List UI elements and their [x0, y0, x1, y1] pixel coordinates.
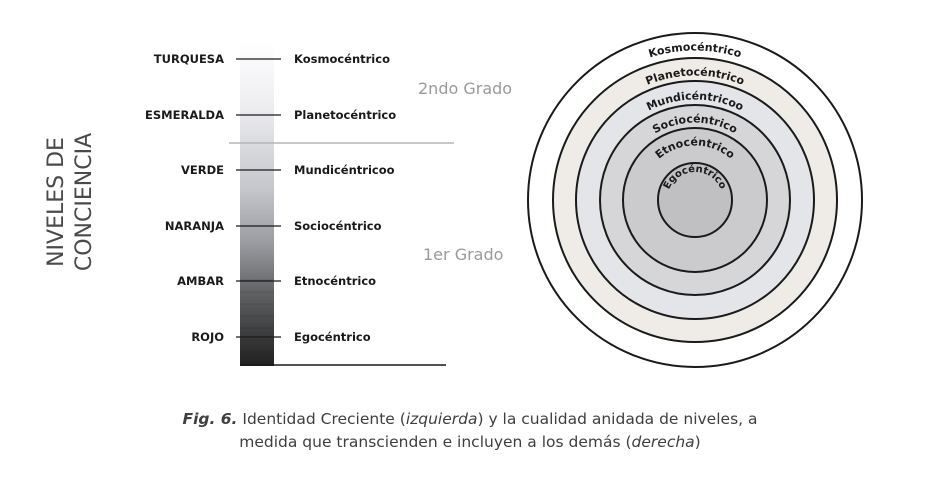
- ring-egocentrico: [657, 162, 733, 238]
- level-row-naranja: NARANJA Sociocéntrico: [165, 219, 382, 233]
- level-stage-label: Egocéntrico: [294, 330, 371, 344]
- caption-fig-label: Fig. 6.: [182, 410, 238, 428]
- gradient-bands: [240, 279, 274, 353]
- level-stage-label: Planetocéntrico: [294, 108, 396, 122]
- caption-italic: derecha: [631, 433, 695, 451]
- level-color-label: TURQUESA: [154, 52, 224, 66]
- level-color-label: VERDE: [181, 163, 224, 177]
- level-color-label: NARANJA: [165, 219, 224, 233]
- level-color-label: ESMERALDA: [145, 108, 224, 122]
- level-row-esmeralda: ESMERALDA Planetocéntrico: [145, 108, 396, 122]
- level-row-rojo: ROJO Egocéntrico: [191, 330, 370, 344]
- caption-text: ): [694, 433, 701, 451]
- level-stage-label: Sociocéntrico: [294, 219, 382, 233]
- caption-text: Identidad Creciente (: [237, 410, 406, 428]
- caption-line-1: Fig. 6. Identidad Creciente (izquierda) …: [130, 408, 810, 431]
- caption-text: medida que transcienden e incluyen a los…: [239, 433, 632, 451]
- nested-circles: [527, 32, 863, 368]
- second-grade-label: 2ndo Grado: [418, 79, 512, 98]
- level-stage-label: Kosmocéntrico: [294, 52, 390, 66]
- vertical-title-line2: CONCIENCIA: [72, 133, 97, 271]
- level-row-turquesa: TURQUESA Kosmocéntrico: [154, 52, 390, 66]
- level-color-label: AMBAR: [177, 274, 224, 288]
- vertical-title-line1: NIVELES DE: [44, 137, 69, 267]
- level-color-label: ROJO: [191, 330, 224, 344]
- level-row-verde: VERDE Mundicéntricoo: [181, 163, 395, 177]
- level-row-ambar: AMBAR Etnocéntrico: [177, 274, 376, 288]
- first-grade-label: 1er Grado: [423, 245, 503, 264]
- consciousness-gradient-bar: [240, 42, 274, 366]
- figure-caption: Fig. 6. Identidad Creciente (izquierda) …: [130, 408, 810, 454]
- diagram: TURQUESA Kosmocéntrico ESMERALDA Planeto…: [145, 32, 863, 368]
- vertical-title: NIVELES DE CONCIENCIA: [44, 133, 97, 271]
- caption-line-2: medida que transcienden e incluyen a los…: [130, 431, 810, 454]
- caption-italic: izquierda: [405, 410, 478, 428]
- caption-text: ) y la cualidad anidada de niveles, a: [477, 410, 758, 428]
- level-stage-label: Etnocéntrico: [294, 274, 376, 288]
- level-stage-label: Mundicéntricoo: [294, 163, 395, 177]
